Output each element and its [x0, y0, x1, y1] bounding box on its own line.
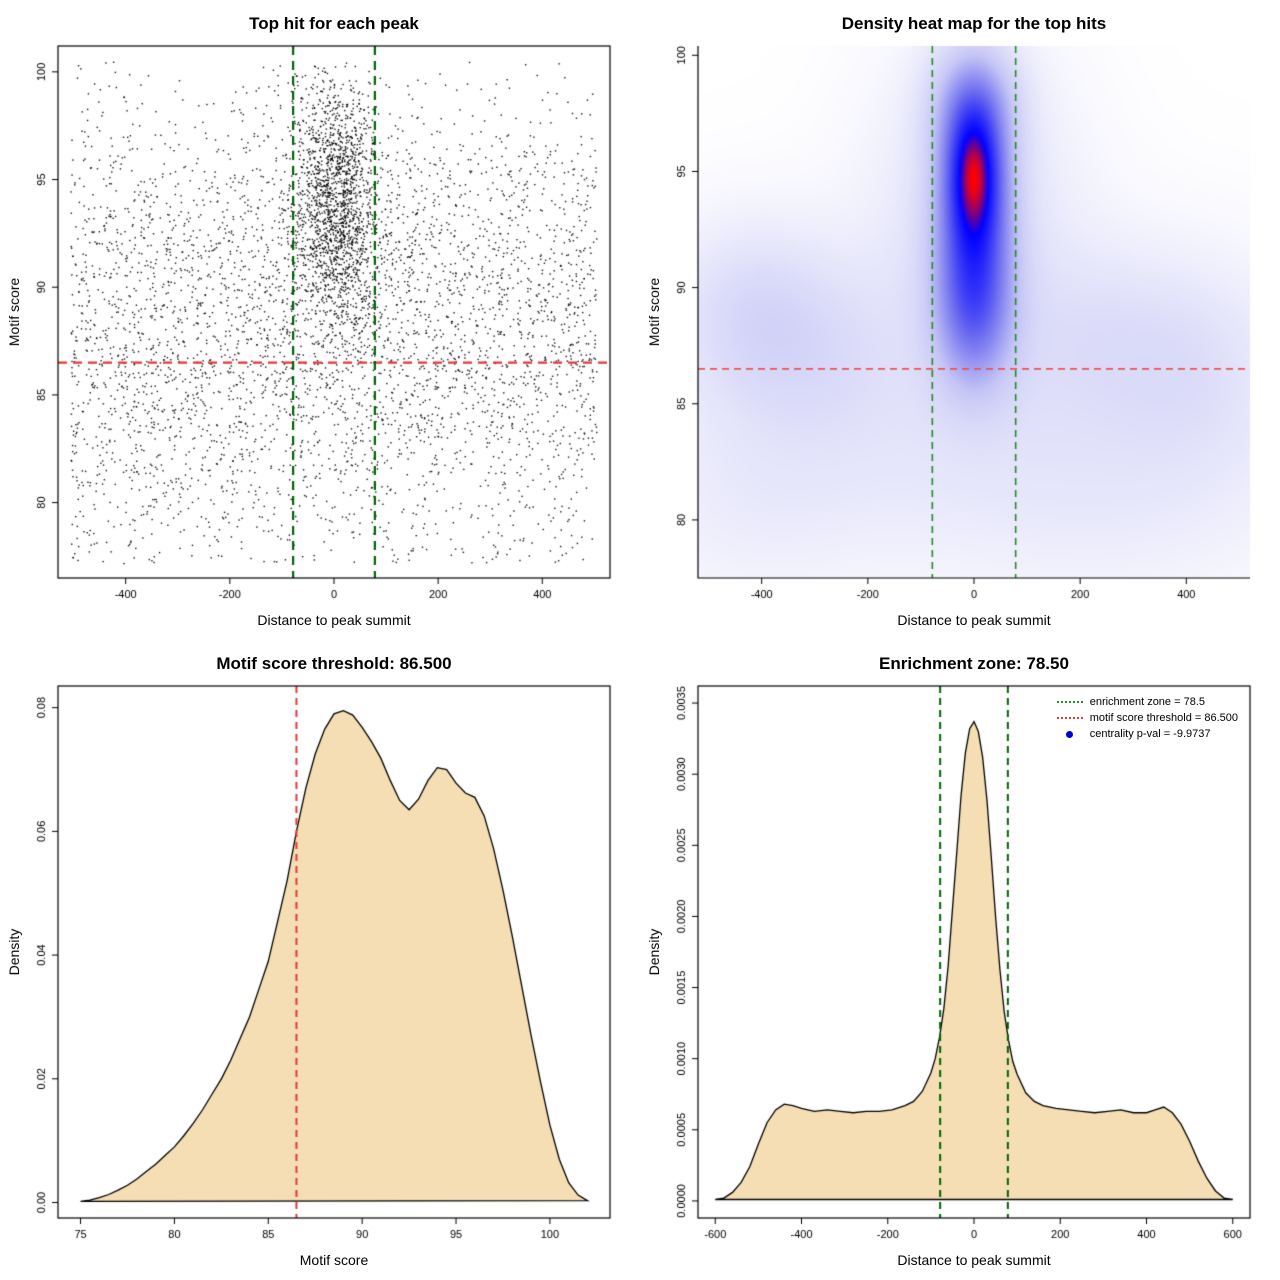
- legend: enrichment zone = 78.5 motif score thres…: [1056, 694, 1238, 742]
- legend-sample-wrap: [1056, 730, 1084, 738]
- panel-top-hit-scatter: Top hit for each peak Distance to peak s…: [0, 0, 640, 640]
- legend-item: centrality p-val = -9.9737: [1056, 726, 1238, 742]
- centrality-pval-point-sample: [1066, 730, 1074, 738]
- legend-sample-wrap: [1056, 717, 1084, 719]
- y-axis-label: Motif score: [646, 277, 662, 347]
- legend-label: centrality p-val = -9.9737: [1089, 728, 1211, 740]
- chart-title: Motif score threshold: 86.500: [216, 654, 452, 673]
- panel-motif-score-density: Motif score threshold: 86.500 Motif scor…: [0, 640, 640, 1280]
- chart-title: Top hit for each peak: [249, 14, 419, 33]
- chart-title: Enrichment zone: 78.50: [879, 654, 1069, 673]
- motif-threshold-line-sample: [1056, 717, 1083, 719]
- x-axis-label: Distance to peak summit: [897, 612, 1051, 628]
- chart-title: Density heat map for the top hits: [841, 14, 1107, 33]
- x-axis-label: Motif score: [299, 1252, 369, 1268]
- panel-density-heatmap: Density heat map for the top hits Distan…: [640, 0, 1280, 640]
- x-axis-label: Distance to peak summit: [897, 1252, 1051, 1268]
- y-axis-label: Motif score: [6, 277, 22, 347]
- panel-enrichment-zone-density: Enrichment zone: 78.50 Distance to peak …: [640, 640, 1280, 1280]
- legend-item: motif score threshold = 86.500: [1056, 710, 1238, 726]
- legend-sample-wrap: [1056, 701, 1084, 703]
- score-density-canvas: [0, 640, 640, 1280]
- scatter-plot-canvas: [0, 0, 640, 640]
- legend-label: motif score threshold = 86.500: [1089, 712, 1238, 724]
- legend-item: enrichment zone = 78.5: [1056, 694, 1238, 710]
- y-axis-label: Density: [646, 928, 662, 976]
- y-axis-label: Density: [6, 928, 22, 976]
- x-axis-label: Distance to peak summit: [257, 612, 411, 628]
- enrichment-zone-line-sample: [1056, 701, 1083, 703]
- heatmap-canvas: [640, 0, 1280, 640]
- legend-label: enrichment zone = 78.5: [1089, 696, 1205, 708]
- distance-density-canvas: [640, 640, 1280, 1280]
